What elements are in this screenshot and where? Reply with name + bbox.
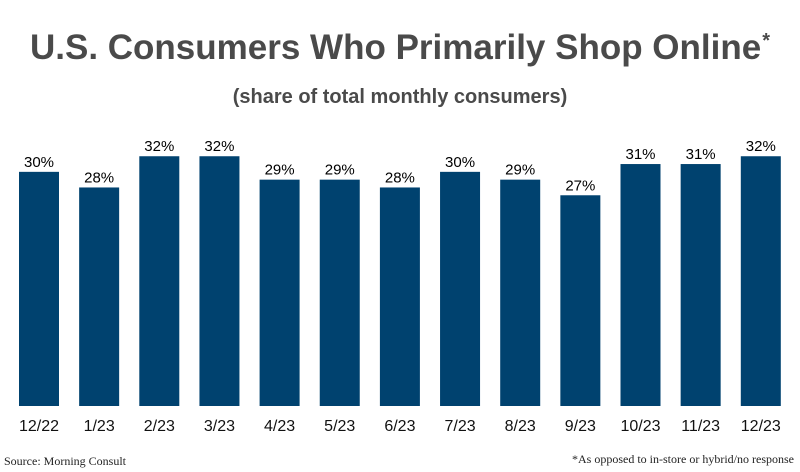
category-label-1/23: 1/23: [84, 418, 115, 435]
category-label-12/23: 12/23: [741, 418, 781, 435]
footnote: *As opposed to in-store or hybrid/no res…: [572, 452, 794, 466]
category-label-11/23: 11/23: [681, 418, 720, 435]
bar-1/23: [79, 187, 120, 406]
category-label-9/23: 9/23: [565, 418, 596, 435]
value-label-2/23: 32%: [144, 138, 174, 155]
value-label-7/23: 30%: [445, 154, 475, 171]
bar-8/23: [500, 179, 541, 406]
category-label-2/23: 2/23: [144, 418, 175, 435]
chart-title-text: U.S. Consumers Who Primarily Shop Online: [29, 28, 762, 67]
category-label-10/23: 10/23: [620, 418, 660, 435]
bar-2/23: [139, 156, 180, 406]
title-footnote-marker: *: [762, 30, 771, 52]
category-label-6/23: 6/23: [384, 418, 415, 435]
bar-7/23: [440, 171, 481, 406]
chart-title: U.S. Consumers Who Primarily Shop Online…: [0, 30, 800, 65]
bar-10/23: [620, 164, 661, 406]
bar-12/22: [19, 171, 59, 406]
value-label-9/23: 27%: [565, 177, 595, 194]
category-label-8/23: 8/23: [505, 418, 536, 435]
category-label-4/23: 4/23: [264, 418, 295, 435]
bar-12/23: [740, 156, 781, 406]
bar-5/23: [319, 179, 360, 406]
value-label-8/23: 29%: [505, 162, 535, 179]
value-label-11/23: 31%: [686, 146, 716, 163]
bar-11/23: [680, 164, 721, 406]
bar-9/23: [560, 195, 601, 406]
value-label-4/23: 29%: [265, 162, 295, 179]
bar-3/23: [199, 156, 240, 406]
value-label-1/23: 28%: [84, 169, 114, 186]
source-note: Source: Morning Consult: [4, 454, 126, 468]
value-label-10/23: 31%: [625, 146, 655, 163]
category-label-3/23: 3/23: [204, 418, 235, 435]
value-label-5/23: 29%: [325, 162, 355, 179]
bar-4/23: [259, 179, 300, 406]
value-label-3/23: 32%: [204, 138, 234, 155]
category-label-7/23: 7/23: [444, 418, 475, 435]
category-label-5/23: 5/23: [324, 418, 355, 435]
bar-6/23: [379, 187, 420, 406]
value-label-12/23: 32%: [746, 138, 776, 155]
category-label-12/22: 12/22: [19, 418, 59, 435]
chart-subtitle: (share of total monthly consumers): [232, 86, 568, 108]
value-label-6/23: 28%: [385, 169, 415, 186]
value-label-12/22: 30%: [24, 154, 54, 171]
